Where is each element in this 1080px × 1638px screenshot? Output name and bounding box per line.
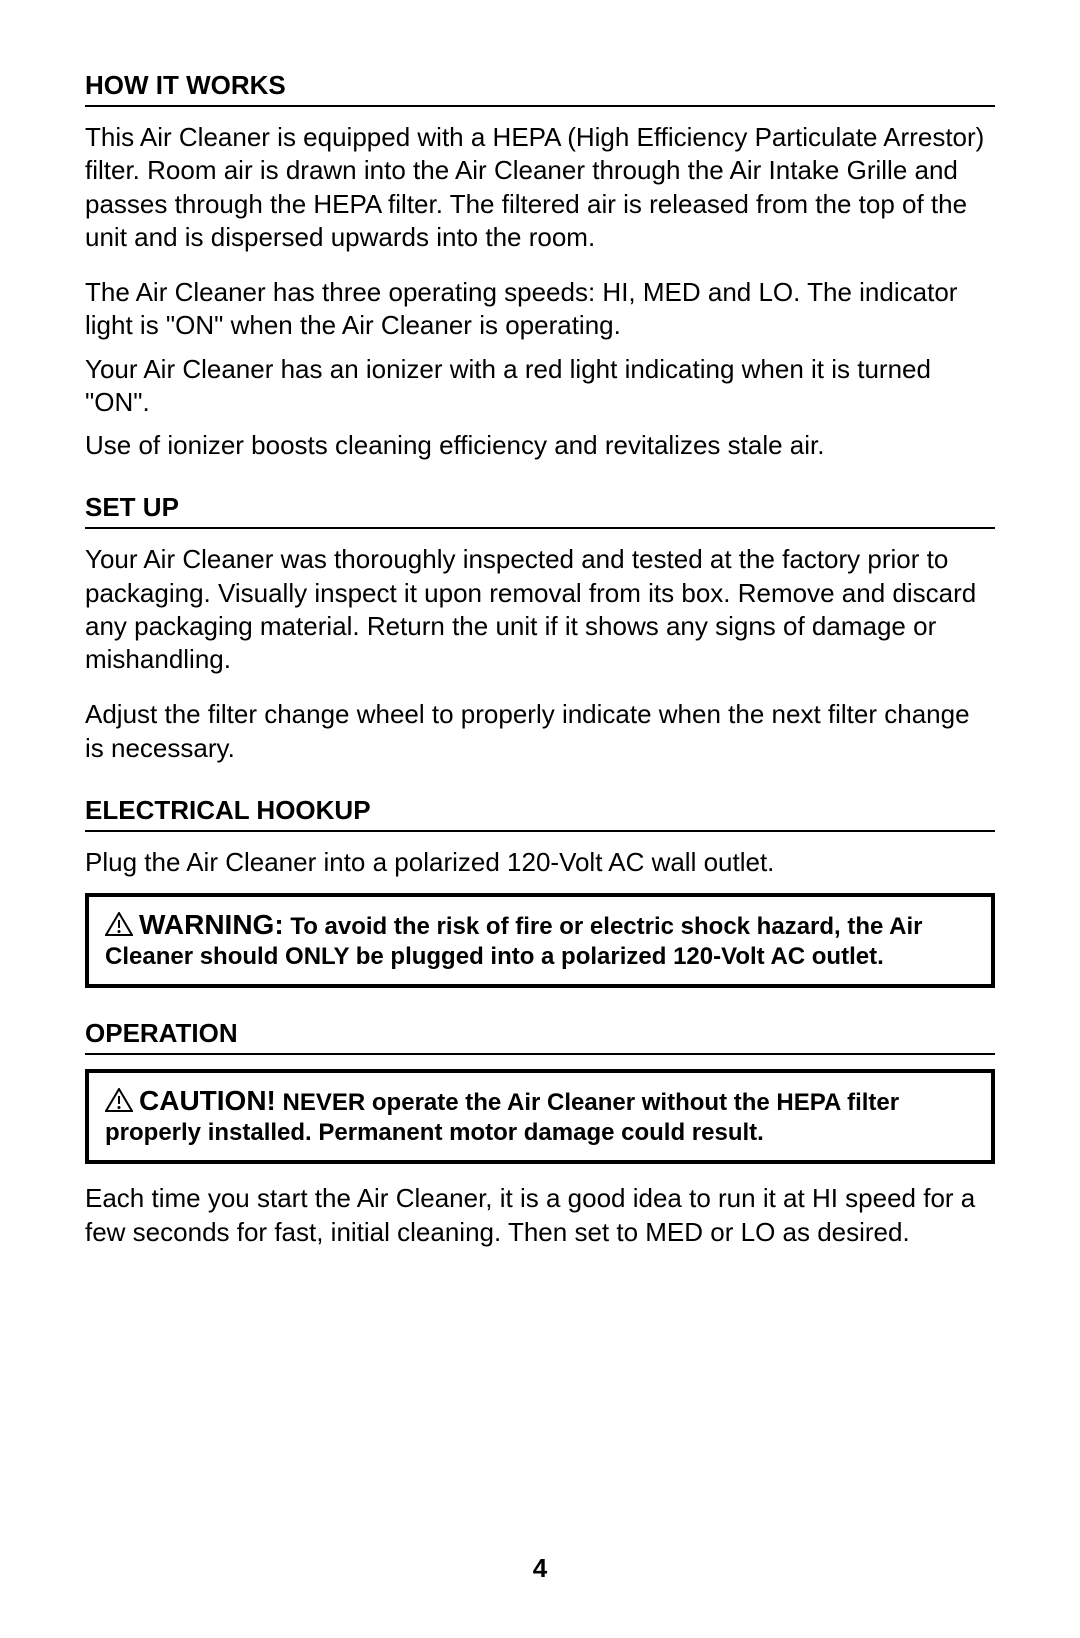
set-up-p1: Your Air Cleaner was thoroughly inspecte… — [85, 543, 995, 676]
page-number: 4 — [0, 1553, 1080, 1584]
caution-label: CAUTION! — [139, 1085, 276, 1116]
caution-box: CAUTION! NEVER operate the Air Cleaner w… — [85, 1069, 995, 1164]
caution-triangle-icon — [105, 1088, 133, 1112]
operation-p1: Each time you start the Air Cleaner, it … — [85, 1182, 995, 1249]
how-it-works-p3: Your Air Cleaner has an ionizer with a r… — [85, 353, 995, 420]
warning-text: WARNING: To avoid the risk of fire or el… — [105, 907, 975, 972]
warning-box: WARNING: To avoid the risk of fire or el… — [85, 893, 995, 988]
warning-label: WARNING: — [139, 909, 284, 940]
how-it-works-p4: Use of ionizer boosts cleaning efficienc… — [85, 429, 995, 462]
electrical-p1: Plug the Air Cleaner into a polarized 12… — [85, 846, 995, 879]
heading-electrical-hookup: ELECTRICAL HOOKUP — [85, 795, 995, 832]
how-it-works-p2: The Air Cleaner has three operating spee… — [85, 276, 995, 343]
heading-operation: OPERATION — [85, 1018, 995, 1055]
heading-set-up: SET UP — [85, 492, 995, 529]
set-up-p2: Adjust the filter change wheel to proper… — [85, 698, 995, 765]
warning-triangle-icon — [105, 912, 133, 936]
heading-how-it-works: HOW IT WORKS — [85, 70, 995, 107]
manual-page: HOW IT WORKS This Air Cleaner is equippe… — [0, 0, 1080, 1638]
how-it-works-p1: This Air Cleaner is equipped with a HEPA… — [85, 121, 995, 254]
caution-text: CAUTION! NEVER operate the Air Cleaner w… — [105, 1083, 975, 1148]
